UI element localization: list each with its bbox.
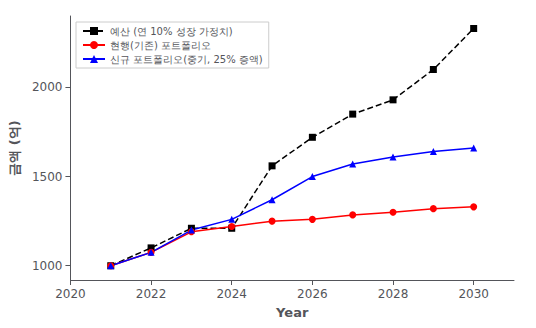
- svg-text:2000: 2000: [32, 80, 63, 94]
- svg-text:2022: 2022: [136, 287, 167, 301]
- svg-text:2028: 2028: [378, 287, 409, 301]
- svg-text:2024: 2024: [216, 287, 247, 301]
- svg-text:현행(기존) 포트폴리오: 현행(기존) 포트폴리오: [110, 40, 211, 51]
- svg-text:2026: 2026: [297, 287, 328, 301]
- svg-text:신규 포트폴리오(중기, 25% 증액): 신규 포트폴리오(중기, 25% 증액): [110, 54, 263, 65]
- svg-text:2020: 2020: [55, 287, 86, 301]
- svg-text:2030: 2030: [458, 287, 489, 301]
- svg-text:금액 (억): 금액 (억): [7, 120, 22, 175]
- svg-text:1500: 1500: [32, 170, 63, 184]
- svg-text:1000: 1000: [32, 259, 63, 273]
- svg-text:Year: Year: [275, 305, 309, 320]
- svg-text:예산 (연 10% 성장 가정치): 예산 (연 10% 성장 가정치): [110, 26, 233, 37]
